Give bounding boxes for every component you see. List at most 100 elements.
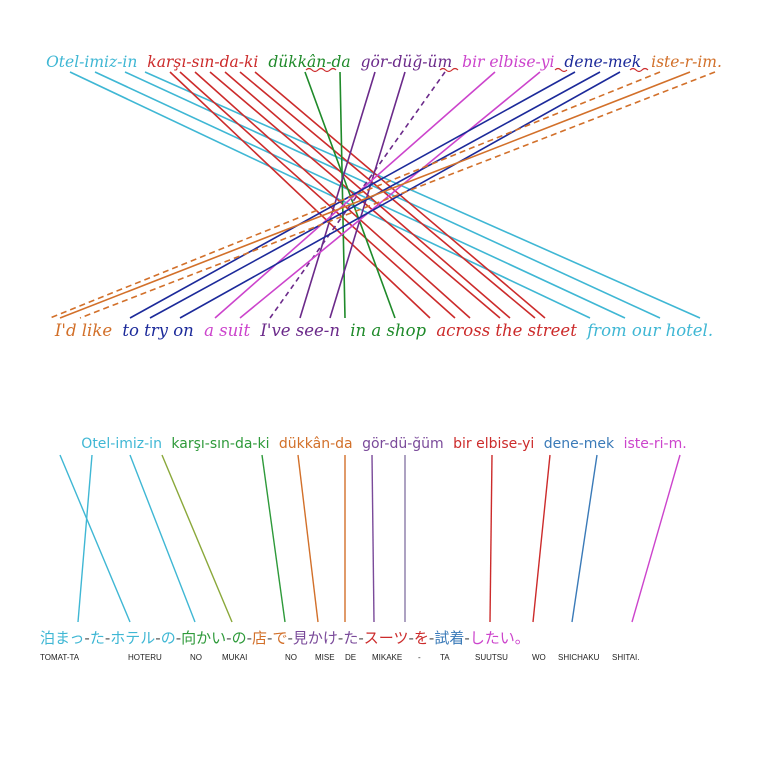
segment-hyphen: - [247, 629, 252, 647]
link-line [239, 71, 541, 319]
wavy-underline [439, 67, 459, 73]
wavy-underline [629, 67, 649, 73]
link-line [329, 71, 406, 319]
segment-hyphen: - [176, 629, 181, 647]
segment: 店 [252, 629, 267, 647]
link-line [161, 454, 233, 623]
romanization-label: NO [285, 653, 297, 662]
segment: た [343, 629, 358, 647]
romanization-label: SUUTSU [475, 653, 508, 662]
link-line [214, 71, 496, 319]
link-line [59, 454, 131, 623]
segment: したい。 [470, 629, 530, 647]
romanization-label: MISE [315, 653, 335, 662]
link-line [129, 71, 576, 319]
segment: を [414, 629, 429, 647]
segment: I'd like [54, 321, 112, 340]
segment: karşı-sın-da-ki [147, 53, 258, 71]
wavy-underline [554, 67, 568, 73]
link-line [631, 454, 681, 623]
segment: 向かい [181, 629, 226, 647]
romanization-label: WO [532, 653, 546, 662]
wavy-underline [305, 67, 337, 73]
segment: ホテル [110, 629, 155, 647]
segment: 見かけ [293, 629, 338, 647]
segment-hyphen: - [155, 629, 160, 647]
link-line [129, 454, 196, 623]
link-line [261, 454, 286, 623]
segment: た [90, 629, 105, 647]
top-alignment-lines [49, 67, 716, 319]
segment: iste-r-im. [651, 53, 722, 71]
romanization-label: SHICHAKU [558, 653, 600, 662]
segment-hyphen: - [408, 629, 413, 647]
top-panel: Otel-imiz-in karşı-sın-da-ki dükkân-da g… [46, 53, 722, 340]
top-english-sentence: I'd like to try on a suit I've see-n in … [54, 321, 713, 340]
link-line [339, 71, 346, 319]
segment-hyphen: - [464, 629, 469, 647]
romanization-label: NO [190, 653, 202, 662]
segment-hyphen: - [226, 629, 231, 647]
link-line [239, 71, 536, 319]
segment: iste-ri-m. [624, 436, 687, 452]
link-line [69, 71, 591, 319]
segment: in a shop [350, 321, 426, 340]
segment: の [161, 629, 176, 647]
segment: Otel-imiz-in [81, 436, 162, 452]
link-line [169, 71, 431, 319]
segment: from our hotel. [585, 321, 713, 340]
segment-hyphen: - [267, 629, 272, 647]
link-line [532, 454, 551, 623]
segment-hyphen: - [105, 629, 110, 647]
bottom-alignment-lines [59, 454, 681, 623]
segment: bir elbise-yi [453, 436, 534, 452]
link-line [269, 71, 446, 319]
romanization-label: MIKAKE [372, 653, 402, 662]
segment: to try on [122, 321, 193, 340]
segment: I've see-n [259, 321, 340, 340]
segment: 泊まっ [40, 629, 84, 647]
segment: 試着 [434, 629, 464, 647]
link-line [179, 71, 456, 319]
segment: Otel-imiz-in [46, 53, 137, 71]
segment: dükkân-da [268, 53, 350, 71]
segment: gör-dü-ğüm [362, 436, 444, 452]
link-line [124, 71, 661, 319]
segment-hyphen: - [338, 629, 343, 647]
link-line [179, 71, 621, 319]
segment-hyphen: - [84, 629, 89, 647]
link-line [59, 71, 691, 319]
segment: スーツ [364, 629, 409, 647]
segment-hyphen: - [358, 629, 363, 647]
link-line [489, 454, 493, 623]
link-line [299, 71, 376, 319]
link-line [144, 71, 701, 319]
segment: across the street [436, 321, 577, 340]
segment-hyphen: - [287, 629, 292, 647]
top-turkish-sentence: Otel-imiz-in karşı-sın-da-ki dükkân-da g… [46, 53, 722, 71]
romanization-label: MUKAI [222, 653, 247, 662]
bottom-turkish-sentence: Otel-imiz-in karşı-sın-da-ki dükkân-da g… [81, 436, 686, 452]
segment: a suit [204, 321, 250, 340]
segment: の [232, 629, 247, 647]
link-line [194, 71, 471, 319]
romanization-label: HOTERU [128, 653, 162, 662]
segment: dene-mek [544, 436, 615, 452]
segment: で [272, 629, 287, 647]
segment: bir elbise-yi [462, 53, 554, 71]
bottom-panel: Otel-imiz-in karşı-sın-da-ki dükkân-da g… [40, 436, 687, 662]
romanization-label: TOMAT-TA [40, 653, 80, 662]
segment: dene-mek [564, 53, 641, 71]
romanization-label: DE [345, 653, 356, 662]
romanization-label: SHITAI. [612, 653, 639, 662]
segment: karşı-sın-da-ki [171, 436, 269, 452]
segment: gör-düğ-üm [361, 53, 453, 71]
link-line [94, 71, 626, 319]
link-line [571, 454, 598, 623]
link-line [371, 454, 375, 623]
segment-hyphen: - [429, 629, 434, 647]
link-line [297, 454, 319, 623]
romanization-row: TOMAT-TA HOTERU NO MUKAI NO MISE DE MIKA… [40, 653, 639, 662]
link-line [77, 454, 93, 623]
